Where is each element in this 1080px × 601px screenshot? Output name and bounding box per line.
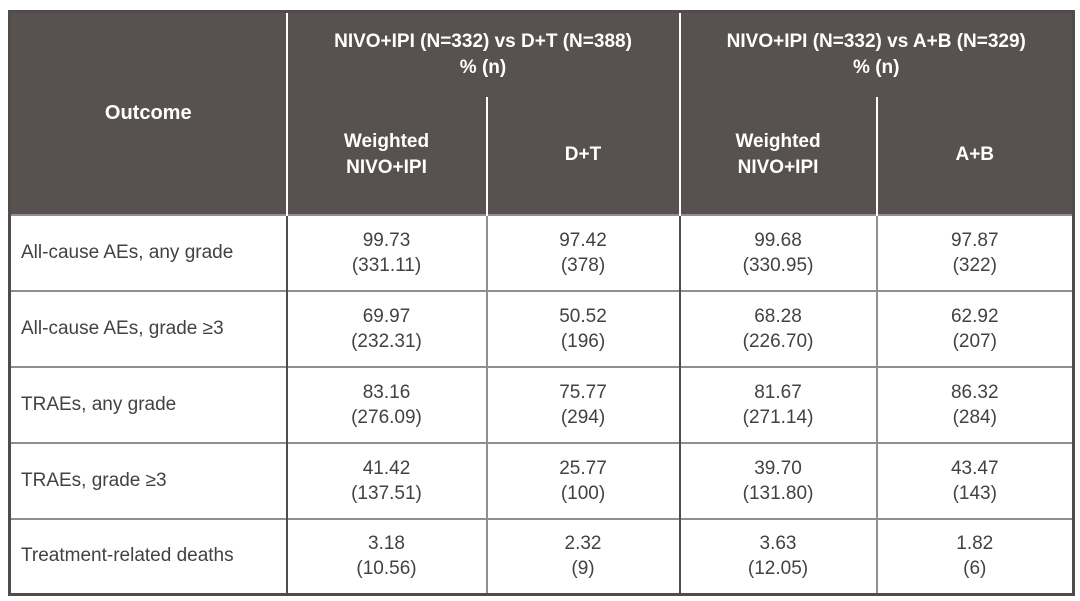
percent-value: 83.16 bbox=[362, 381, 411, 403]
table-body: All-cause AEs, any grade 99.73 (331.11) 9… bbox=[9, 213, 1074, 595]
data-cell: 43.47 (143) bbox=[875, 441, 1074, 519]
data-cell: 99.68 (330.95) bbox=[678, 213, 877, 291]
percent-value: 3.63 bbox=[759, 533, 797, 555]
n-value: (232.31) bbox=[351, 330, 422, 352]
data-cell: 69.97 (232.31) bbox=[285, 289, 487, 367]
percent-value: 86.32 bbox=[950, 381, 999, 403]
n-value: (276.09) bbox=[351, 406, 422, 428]
n-value: (284) bbox=[952, 406, 997, 428]
percent-value: 97.42 bbox=[559, 229, 607, 251]
group-subtitle-dt: % (n) bbox=[459, 56, 507, 78]
data-cell: 39.70 (131.80) bbox=[678, 441, 877, 519]
n-value: (143) bbox=[952, 482, 997, 504]
outcome-label: TRAEs, grade ≥3 bbox=[9, 441, 287, 519]
data-cell: 97.87 (322) bbox=[875, 213, 1074, 291]
percent-value: 62.92 bbox=[950, 305, 999, 327]
n-value: (331.11) bbox=[351, 254, 422, 276]
data-cell: 86.32 (284) bbox=[875, 365, 1074, 443]
table-row: Treatment-related deaths 3.18 (10.56) 2.3… bbox=[9, 517, 1074, 595]
percent-value: 99.68 bbox=[754, 229, 802, 251]
data-cell: 3.18 (10.56) bbox=[285, 517, 487, 595]
table-row: TRAEs, grade ≥3 41.42 (137.51) 25.77 (100)… bbox=[9, 441, 1074, 519]
n-value: (131.80) bbox=[742, 482, 814, 504]
n-value: (10.56) bbox=[356, 558, 417, 580]
percent-value: 97.87 bbox=[950, 229, 999, 251]
n-value: (378) bbox=[560, 254, 606, 276]
group-subtitle-ab: % (n) bbox=[853, 56, 900, 78]
n-value: (100) bbox=[560, 482, 606, 504]
percent-value: 39.70 bbox=[754, 457, 802, 479]
outcome-column-header: Outcome bbox=[9, 11, 287, 215]
group-title-ab: NIVO+IPI (N=332) vs A+B (N=329) bbox=[726, 31, 1026, 53]
n-value: (6) bbox=[963, 558, 987, 580]
group-header-nivo-vs-dt: NIVO+IPI (N=332) vs D+T (N=388) % (n) bbox=[285, 11, 680, 97]
table-row: All-cause AEs, any grade 99.73 (331.11) 9… bbox=[9, 213, 1074, 291]
percent-value: 81.67 bbox=[754, 381, 802, 403]
percent-value: 1.82 bbox=[956, 533, 994, 555]
n-value: (322) bbox=[952, 254, 997, 276]
data-cell: 41.42 (137.51) bbox=[285, 441, 487, 519]
data-cell: 68.28 (226.70) bbox=[678, 289, 877, 367]
percent-value: 3.18 bbox=[368, 533, 405, 555]
subcolumn-header-dt: D+T bbox=[485, 96, 680, 215]
n-value: (271.14) bbox=[742, 406, 814, 428]
table-row: All-cause AEs, grade ≥3 69.97 (232.31) 50… bbox=[9, 289, 1074, 367]
data-cell: 3.63 (12.05) bbox=[678, 517, 877, 595]
outcome-label: Treatment-related deaths bbox=[9, 517, 287, 595]
percent-value: 68.28 bbox=[754, 305, 802, 327]
percent-value: 69.97 bbox=[362, 305, 411, 327]
percent-value: 25.77 bbox=[559, 457, 607, 479]
n-value: (9) bbox=[571, 558, 595, 580]
subcolumn-header-weighted-nivo-ipi-1: Weighted NIVO+IPI bbox=[285, 96, 487, 215]
data-cell: 2.32 (9) bbox=[485, 517, 680, 595]
group-header-nivo-vs-ab: NIVO+IPI (N=332) vs A+B (N=329) % (n) bbox=[678, 11, 1074, 97]
outcome-label: All-cause AEs, any grade bbox=[9, 213, 287, 291]
outcome-label: TRAEs, any grade bbox=[9, 365, 287, 443]
data-cell: 99.73 (331.11) bbox=[285, 213, 487, 291]
percent-value: 41.42 bbox=[362, 457, 411, 479]
n-value: (196) bbox=[560, 330, 606, 352]
subcolumn-header-weighted-nivo-ipi-2: Weighted NIVO+IPI bbox=[678, 96, 877, 215]
data-cell: 1.82 (6) bbox=[875, 517, 1074, 595]
n-value: (207) bbox=[952, 330, 997, 352]
n-value: (294) bbox=[560, 406, 606, 428]
data-cell: 75.77 (294) bbox=[485, 365, 680, 443]
percent-value: 2.32 bbox=[564, 533, 602, 555]
data-cell: 25.77 (100) bbox=[485, 441, 680, 519]
table-header: Outcome NIVO+IPI (N=332) vs D+T (N=388) … bbox=[9, 11, 1074, 215]
percent-value: 75.77 bbox=[559, 381, 607, 403]
n-value: (330.95) bbox=[742, 254, 814, 276]
header-subcolumn-row: Weighted NIVO+IPI D+T Weighted NIVO+IPI … bbox=[10, 96, 1074, 215]
data-cell: 97.42 (378) bbox=[485, 213, 680, 291]
data-cell: 81.67 (271.14) bbox=[678, 365, 877, 443]
outcome-label: All-cause AEs, grade ≥3 bbox=[9, 289, 287, 367]
data-cell: 62.92 (207) bbox=[875, 289, 1074, 367]
n-value: (12.05) bbox=[747, 558, 809, 580]
data-cell: 50.52 (196) bbox=[485, 289, 680, 367]
header-group-row: Outcome NIVO+IPI (N=332) vs D+T (N=388) … bbox=[9, 11, 1074, 215]
table-row: TRAEs, any grade 83.16 (276.09) 75.77 (294… bbox=[9, 365, 1074, 443]
n-value: (137.51) bbox=[351, 482, 422, 504]
percent-value: 43.47 bbox=[950, 457, 999, 479]
percent-value: 99.73 bbox=[362, 229, 411, 251]
data-cell: 83.16 (276.09) bbox=[285, 365, 487, 443]
n-value: (226.70) bbox=[742, 330, 814, 352]
percent-value: 50.52 bbox=[559, 305, 607, 327]
subcolumn-header-ab: A+B bbox=[875, 96, 1074, 215]
adverse-events-table: Outcome NIVO+IPI (N=332) vs D+T (N=388) … bbox=[8, 10, 1076, 596]
group-title-dt: NIVO+IPI (N=332) vs D+T (N=388) bbox=[334, 31, 632, 53]
